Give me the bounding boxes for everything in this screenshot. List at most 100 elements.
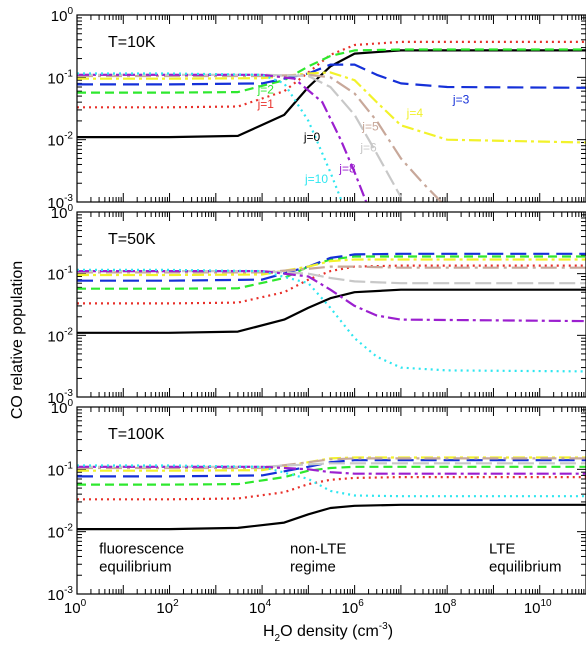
y-tick-label-base: 10 [47, 525, 64, 542]
series-j6 [77, 73, 402, 198]
panel-label: T=100K [108, 426, 165, 443]
y-tick-label: 10-1 [47, 68, 73, 87]
y-tick-label-exponent: 0 [67, 203, 73, 214]
curve-label: j=8 [338, 161, 356, 175]
y-tick-label: 100 [51, 398, 74, 417]
axis-ticks [76, 212, 586, 398]
x-tick-label-exponent: 6 [358, 598, 364, 609]
regime-annotation-line: equilibrium [489, 558, 562, 575]
y-tick-label-base: 10 [47, 587, 64, 604]
x-tick-label-base: 10 [249, 600, 266, 617]
series-j8 [77, 73, 368, 202]
regime-annotation-line: LTE [489, 540, 515, 557]
y-tick-label-base: 10 [47, 267, 64, 284]
series-j5 [77, 457, 586, 470]
panel-frame [76, 14, 586, 203]
curves [77, 456, 586, 531]
curve-label: j=6 [359, 140, 377, 154]
y-tick-label: 10-2 [47, 326, 73, 345]
x-axis-title: H2O density (cm-3) [263, 621, 393, 644]
y-tick-label-base: 10 [51, 8, 68, 25]
y-axis-title: CO relative population [9, 261, 26, 419]
y-tick-label: 10-2 [47, 523, 73, 542]
curve-label: j=5 [361, 120, 379, 134]
panel-label: T=10K [108, 34, 156, 51]
regime-annotation-line: non-LTE [290, 540, 346, 557]
y-tick-label-exponent: -3 [64, 193, 73, 204]
y-tick-label-base: 10 [47, 462, 64, 479]
curve-label: j=1 [257, 97, 275, 111]
x-tick-label-base: 10 [434, 600, 451, 617]
x-tick-label-exponent: 4 [266, 598, 272, 609]
x-tick-label-base: 10 [524, 600, 541, 617]
curves [77, 252, 586, 373]
x-axis-title-sub: 2 [275, 633, 281, 644]
regime-annotation-line: regime [290, 558, 336, 575]
x-axis-title-part: H [263, 623, 275, 640]
x-tick-label-exponent: 2 [173, 598, 179, 609]
x-tick-label: 104 [249, 598, 272, 617]
series-j4 [77, 456, 586, 472]
x-tick-label-base: 10 [64, 600, 81, 617]
curves [77, 40, 586, 202]
x-tick-label-exponent: 8 [451, 598, 457, 609]
series-j4 [77, 71, 586, 144]
series-j4 [77, 258, 586, 277]
series-j3 [77, 252, 586, 282]
y-tick-label: 10-3 [47, 193, 73, 212]
regime-annotation-line: equilibrium [99, 558, 172, 575]
series-j0 [77, 49, 586, 139]
curve-label: j=10 [304, 172, 328, 186]
panel-frame [76, 211, 586, 398]
series-j10 [77, 268, 586, 373]
curve-label: j=3 [452, 93, 470, 107]
panels: T=10K10010-110-210-3j=0j=1j=2j=3j=4j=5j=… [47, 6, 586, 617]
series-j6 [77, 270, 586, 285]
y-tick-label-base: 10 [47, 133, 64, 150]
x-axis-title-part: ) [388, 623, 393, 640]
series-j1 [77, 476, 586, 501]
y-tick-label: 10-1 [47, 265, 73, 284]
series-j5 [77, 265, 586, 274]
y-tick-label-exponent: -3 [64, 388, 73, 399]
y-tick-label-exponent: 0 [67, 398, 73, 409]
regime-annotation: fluorescence equilibrium [99, 540, 184, 575]
series-j0 [77, 288, 586, 334]
y-tick-label: 10-3 [47, 585, 73, 604]
y-tick-label-exponent: 0 [67, 6, 73, 17]
x-tick-label-base: 10 [342, 600, 359, 617]
y-tick-label-base: 10 [47, 195, 64, 212]
series-j5 [77, 73, 443, 202]
panel-label: T=50K [108, 231, 156, 248]
x-tick-label: 100 [64, 598, 87, 617]
series-j8 [77, 270, 586, 323]
panel-frame [76, 406, 586, 595]
regime-annotation: non-LTE regime [290, 540, 346, 575]
x-axis-title-part: O density (cm [280, 623, 379, 640]
curve-label: j=0 [303, 130, 321, 144]
panel-T=10K: T=10K10010-110-210-3j=0j=1j=2j=3j=4j=5j=… [47, 6, 586, 212]
series-j2 [77, 48, 586, 94]
x-axis-title-sup: -3 [379, 621, 388, 632]
y-tick-label-exponent: -3 [64, 585, 73, 596]
x-tick-label: 1010 [524, 598, 552, 617]
y-tick-label-exponent: -2 [64, 523, 73, 534]
y-tick-label-exponent: -1 [64, 68, 73, 79]
x-tick-label-exponent: 10 [541, 598, 553, 609]
regime-annotation-line: fluorescence [99, 540, 184, 557]
x-tick-label-base: 10 [156, 600, 173, 617]
y-tick-label-base: 10 [47, 70, 64, 87]
y-tick-label: 10-2 [47, 131, 73, 150]
series-j2 [77, 255, 586, 290]
y-tick-label-base: 10 [51, 400, 68, 417]
series-j6 [77, 462, 586, 468]
axis-ticks [76, 15, 586, 203]
series-j8 [77, 465, 586, 475]
y-tick-label-exponent: -2 [64, 326, 73, 337]
x-tick-label-exponent: 0 [81, 598, 87, 609]
y-tick-label-exponent: -1 [64, 460, 73, 471]
curve-label: j=4 [406, 106, 424, 120]
regime-annotation: LTE equilibrium [489, 540, 562, 575]
y-tick-label-base: 10 [51, 205, 68, 222]
